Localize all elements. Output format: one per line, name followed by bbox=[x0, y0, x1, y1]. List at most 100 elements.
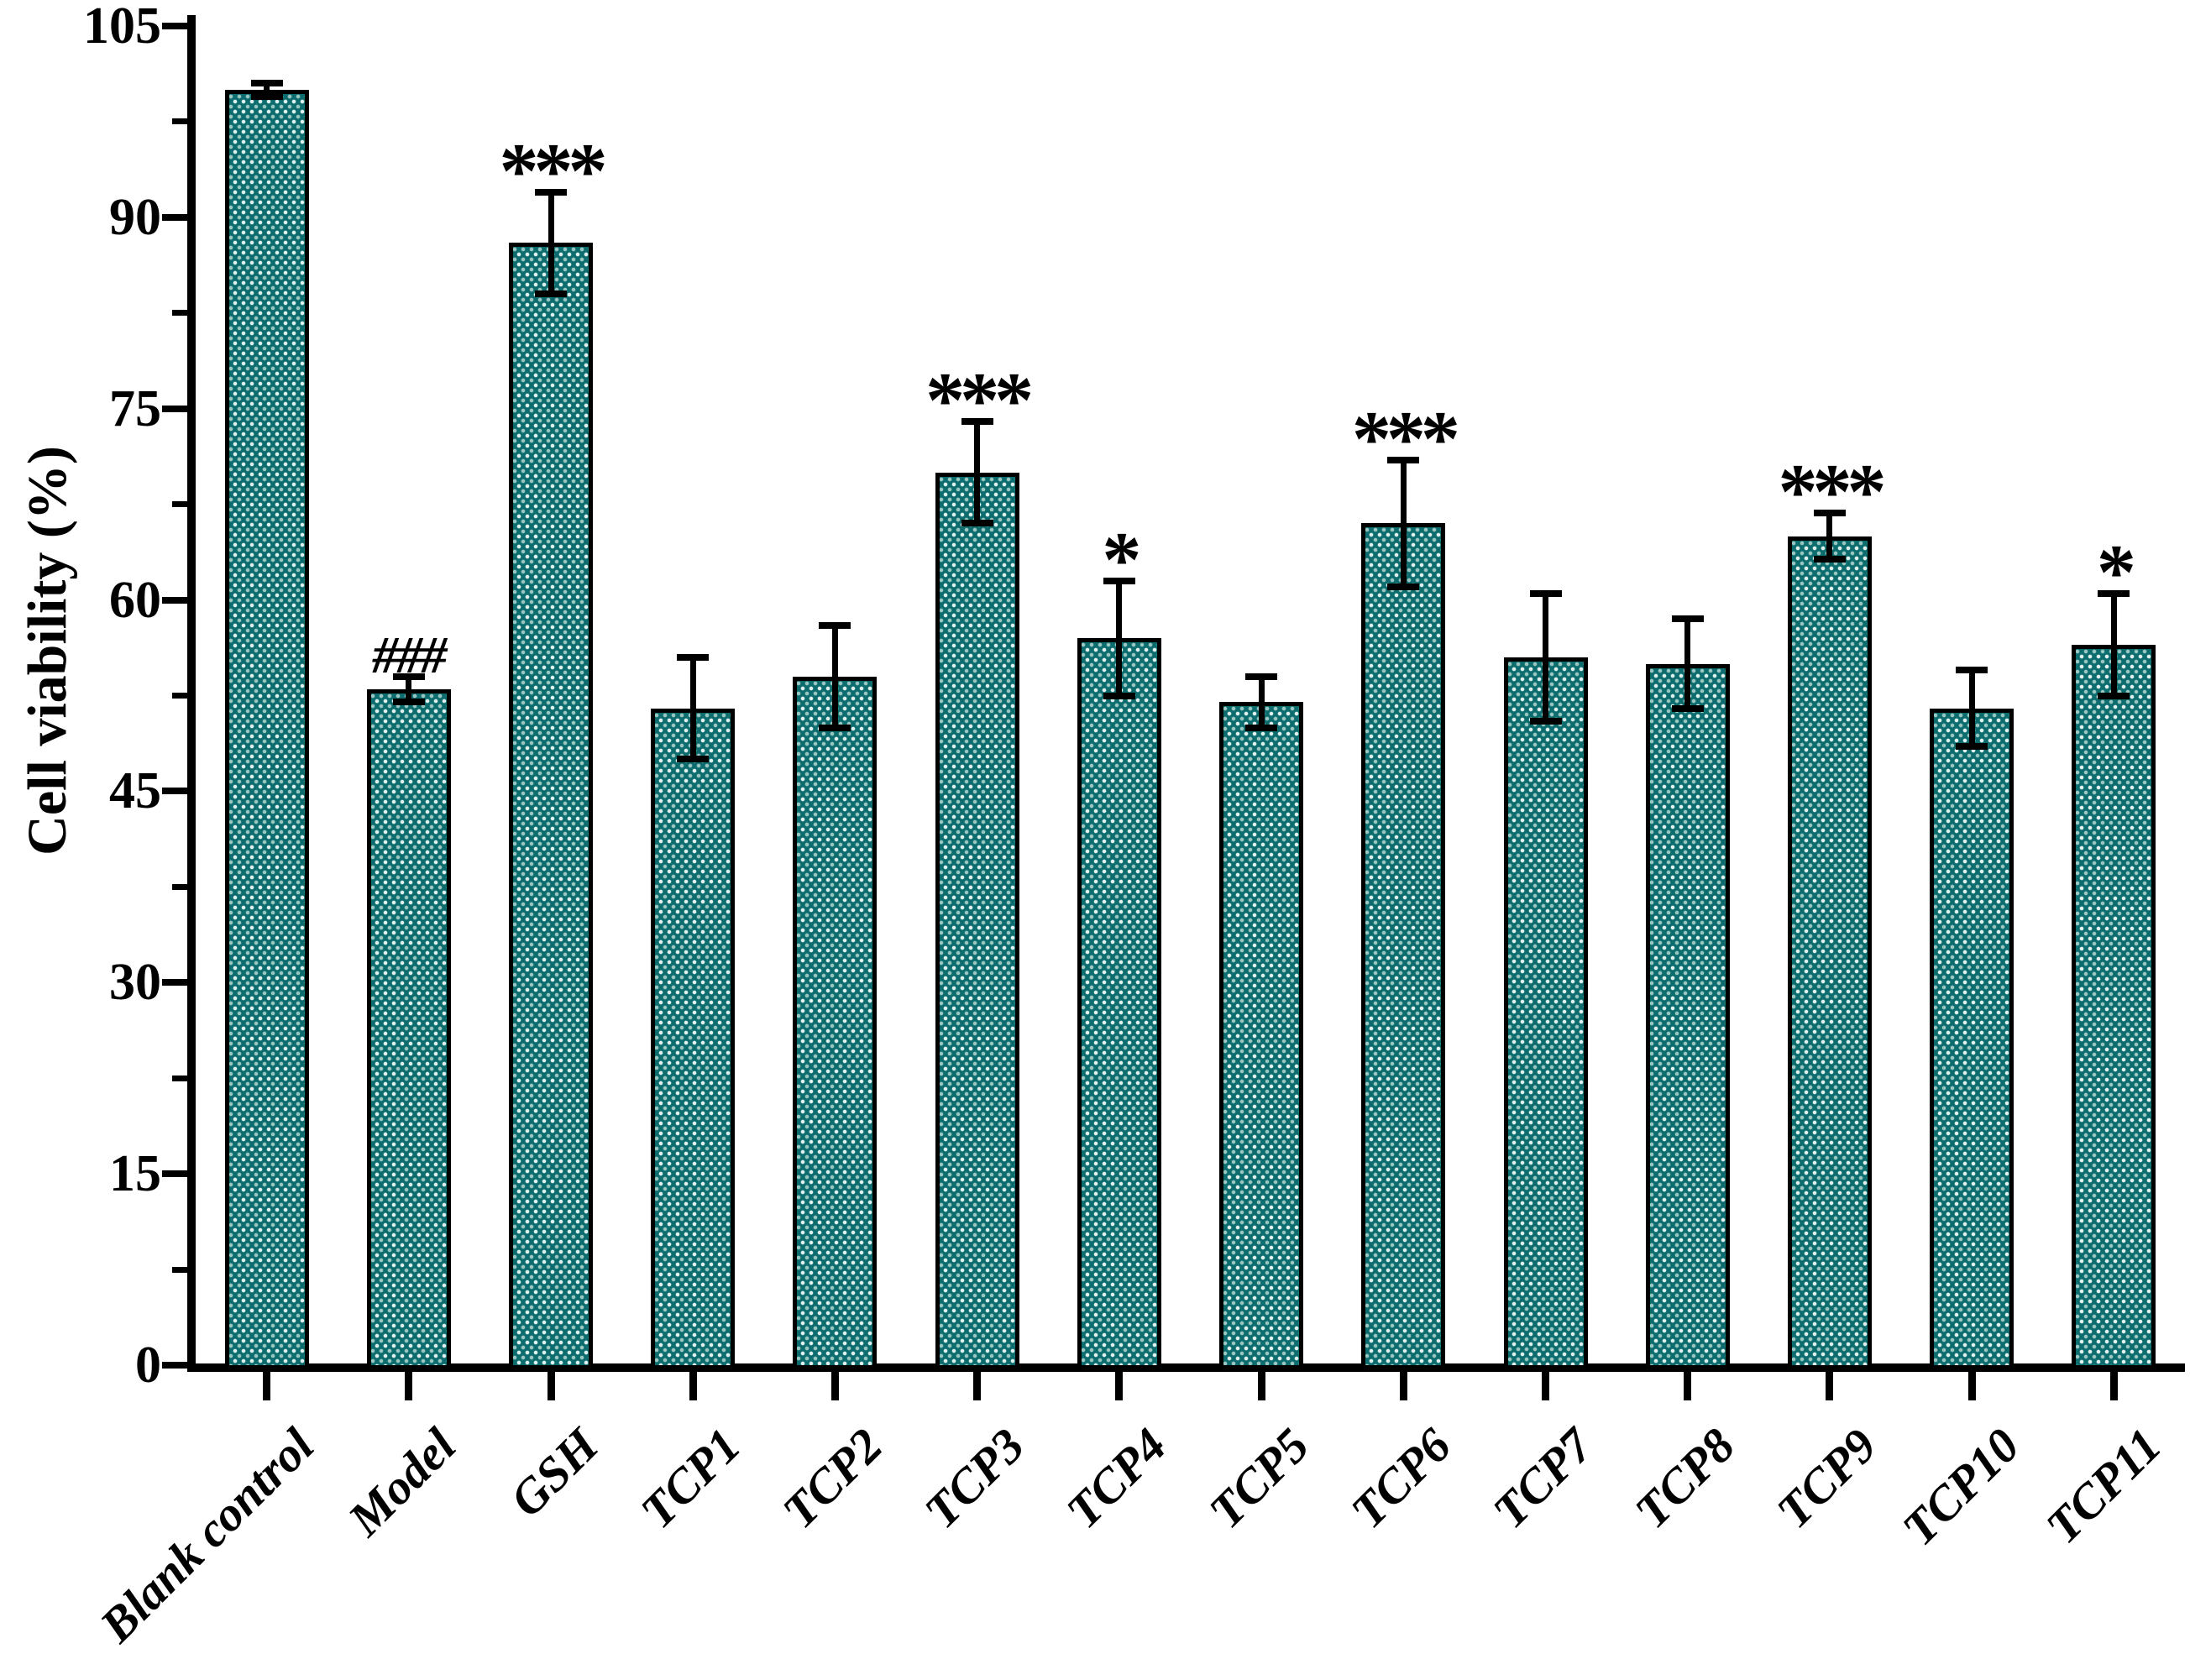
error-bar-cap-top bbox=[1671, 615, 1704, 623]
significance-marker: *** bbox=[1778, 448, 1886, 536]
error-bar-line bbox=[548, 191, 554, 295]
error-bar-cap-top bbox=[1387, 456, 1420, 463]
x-tick-label: TCP1 bbox=[629, 1417, 751, 1539]
error-bar-line bbox=[1258, 676, 1265, 728]
error-bar-cap-top bbox=[961, 417, 993, 425]
error-bar-line bbox=[974, 421, 981, 524]
significance-marker: *** bbox=[925, 356, 1034, 444]
error-bar-cap-top bbox=[250, 80, 283, 87]
y-minor-tick bbox=[172, 118, 187, 125]
y-tick-label: 0 bbox=[135, 1337, 161, 1394]
error-bar-cap-bottom bbox=[1245, 724, 1278, 731]
error-bar-line bbox=[1968, 670, 1975, 747]
error-bar-cap-bottom bbox=[1671, 704, 1704, 712]
bar-tcp4 bbox=[1077, 638, 1161, 1365]
error-bar-line bbox=[1116, 580, 1123, 696]
y-tick-label: 60 bbox=[109, 571, 161, 629]
y-minor-tick bbox=[172, 693, 187, 699]
error-bar-cap-top bbox=[1103, 577, 1135, 584]
bar-tcp7 bbox=[1503, 657, 1588, 1365]
significance-marker: ### bbox=[372, 626, 447, 684]
y-major-tick bbox=[162, 405, 187, 412]
x-tick-label: TCP11 bbox=[2035, 1417, 2172, 1554]
x-tick bbox=[1257, 1372, 1265, 1400]
bar-blank-control bbox=[224, 90, 309, 1365]
y-major-tick bbox=[162, 979, 187, 987]
x-tick bbox=[1399, 1372, 1407, 1400]
y-tick-label: 75 bbox=[109, 379, 161, 437]
bar-model bbox=[366, 688, 451, 1365]
x-tick bbox=[405, 1372, 413, 1400]
x-tick bbox=[830, 1372, 839, 1400]
y-major-tick bbox=[162, 23, 187, 30]
x-tick-label: TCP3 bbox=[914, 1417, 1035, 1539]
error-bar-cap-bottom bbox=[1387, 584, 1420, 591]
y-minor-tick bbox=[172, 1075, 187, 1081]
x-tick-label: Blank control bbox=[89, 1417, 325, 1653]
y-major-tick bbox=[162, 213, 187, 221]
significance-marker: *** bbox=[1351, 395, 1460, 483]
significance-marker: * bbox=[2096, 529, 2136, 616]
x-tick bbox=[1826, 1372, 1834, 1400]
bar-tcp10 bbox=[1930, 708, 2014, 1365]
y-tick-label: 45 bbox=[109, 762, 161, 820]
significance-marker: * bbox=[1102, 516, 1141, 604]
error-bar-cap-bottom bbox=[819, 724, 851, 731]
x-tick bbox=[973, 1372, 982, 1400]
error-bar-cap-top bbox=[1245, 673, 1278, 680]
y-major-tick bbox=[162, 1170, 187, 1178]
bar-tcp5 bbox=[1219, 702, 1304, 1365]
error-bar-cap-top bbox=[1529, 590, 1562, 597]
bar-tcp8 bbox=[1645, 663, 1730, 1365]
bar-tcp1 bbox=[651, 708, 736, 1365]
x-tick-label: TCP5 bbox=[1197, 1417, 1319, 1539]
error-bar-cap-top bbox=[535, 188, 568, 196]
y-axis-spine bbox=[187, 15, 196, 1372]
x-tick bbox=[689, 1372, 697, 1400]
error-bar-line bbox=[1400, 459, 1407, 588]
x-tick bbox=[547, 1372, 555, 1400]
error-bar-cap-bottom bbox=[1956, 743, 1988, 751]
error-bar-cap-bottom bbox=[1529, 717, 1562, 725]
error-bar-line bbox=[1684, 619, 1691, 709]
error-bar-line bbox=[1826, 513, 1833, 559]
significance-marker: *** bbox=[499, 127, 608, 215]
x-tick bbox=[1967, 1372, 1976, 1400]
y-major-tick bbox=[162, 596, 187, 604]
error-bar-cap-top bbox=[1956, 667, 1988, 674]
y-tick-label: 105 bbox=[83, 0, 161, 55]
bar-tcp6 bbox=[1361, 523, 1446, 1365]
x-tick-label: TCP9 bbox=[1766, 1417, 1888, 1539]
x-tick bbox=[1115, 1372, 1124, 1400]
error-bar-cap-bottom bbox=[2098, 692, 2130, 699]
error-bar-line bbox=[1543, 594, 1549, 721]
bar-tcp9 bbox=[1787, 536, 1872, 1365]
y-tick-label: 30 bbox=[109, 954, 161, 1012]
error-bar-cap-bottom bbox=[677, 756, 710, 763]
y-minor-tick bbox=[172, 310, 187, 317]
error-bar-cap-top bbox=[1813, 510, 1846, 517]
bar-tcp11 bbox=[2072, 644, 2156, 1365]
error-bar-cap-bottom bbox=[1103, 692, 1135, 699]
x-tick-label: TCP10 bbox=[1891, 1417, 2030, 1557]
error-bar-cap-bottom bbox=[535, 290, 568, 298]
x-tick-label: TCP8 bbox=[1624, 1417, 1746, 1539]
x-tick bbox=[1684, 1372, 1692, 1400]
error-bar-line bbox=[264, 83, 270, 97]
error-bar-line bbox=[689, 657, 696, 760]
error-bar-cap-top bbox=[392, 673, 425, 680]
error-bar-line bbox=[2110, 594, 2117, 696]
y-minor-tick bbox=[172, 1266, 187, 1273]
error-bar-cap-bottom bbox=[961, 520, 993, 527]
error-bar-cap-bottom bbox=[392, 699, 425, 706]
x-tick-label: Model bbox=[338, 1417, 467, 1547]
y-major-tick bbox=[162, 1362, 187, 1369]
bar-tcp3 bbox=[935, 472, 1019, 1365]
x-tick bbox=[263, 1372, 271, 1400]
y-major-tick bbox=[162, 788, 187, 795]
error-bar-line bbox=[831, 625, 838, 728]
error-bar-cap-top bbox=[2098, 590, 2130, 597]
error-bar-cap-bottom bbox=[250, 92, 283, 100]
y-minor-tick bbox=[172, 501, 187, 508]
